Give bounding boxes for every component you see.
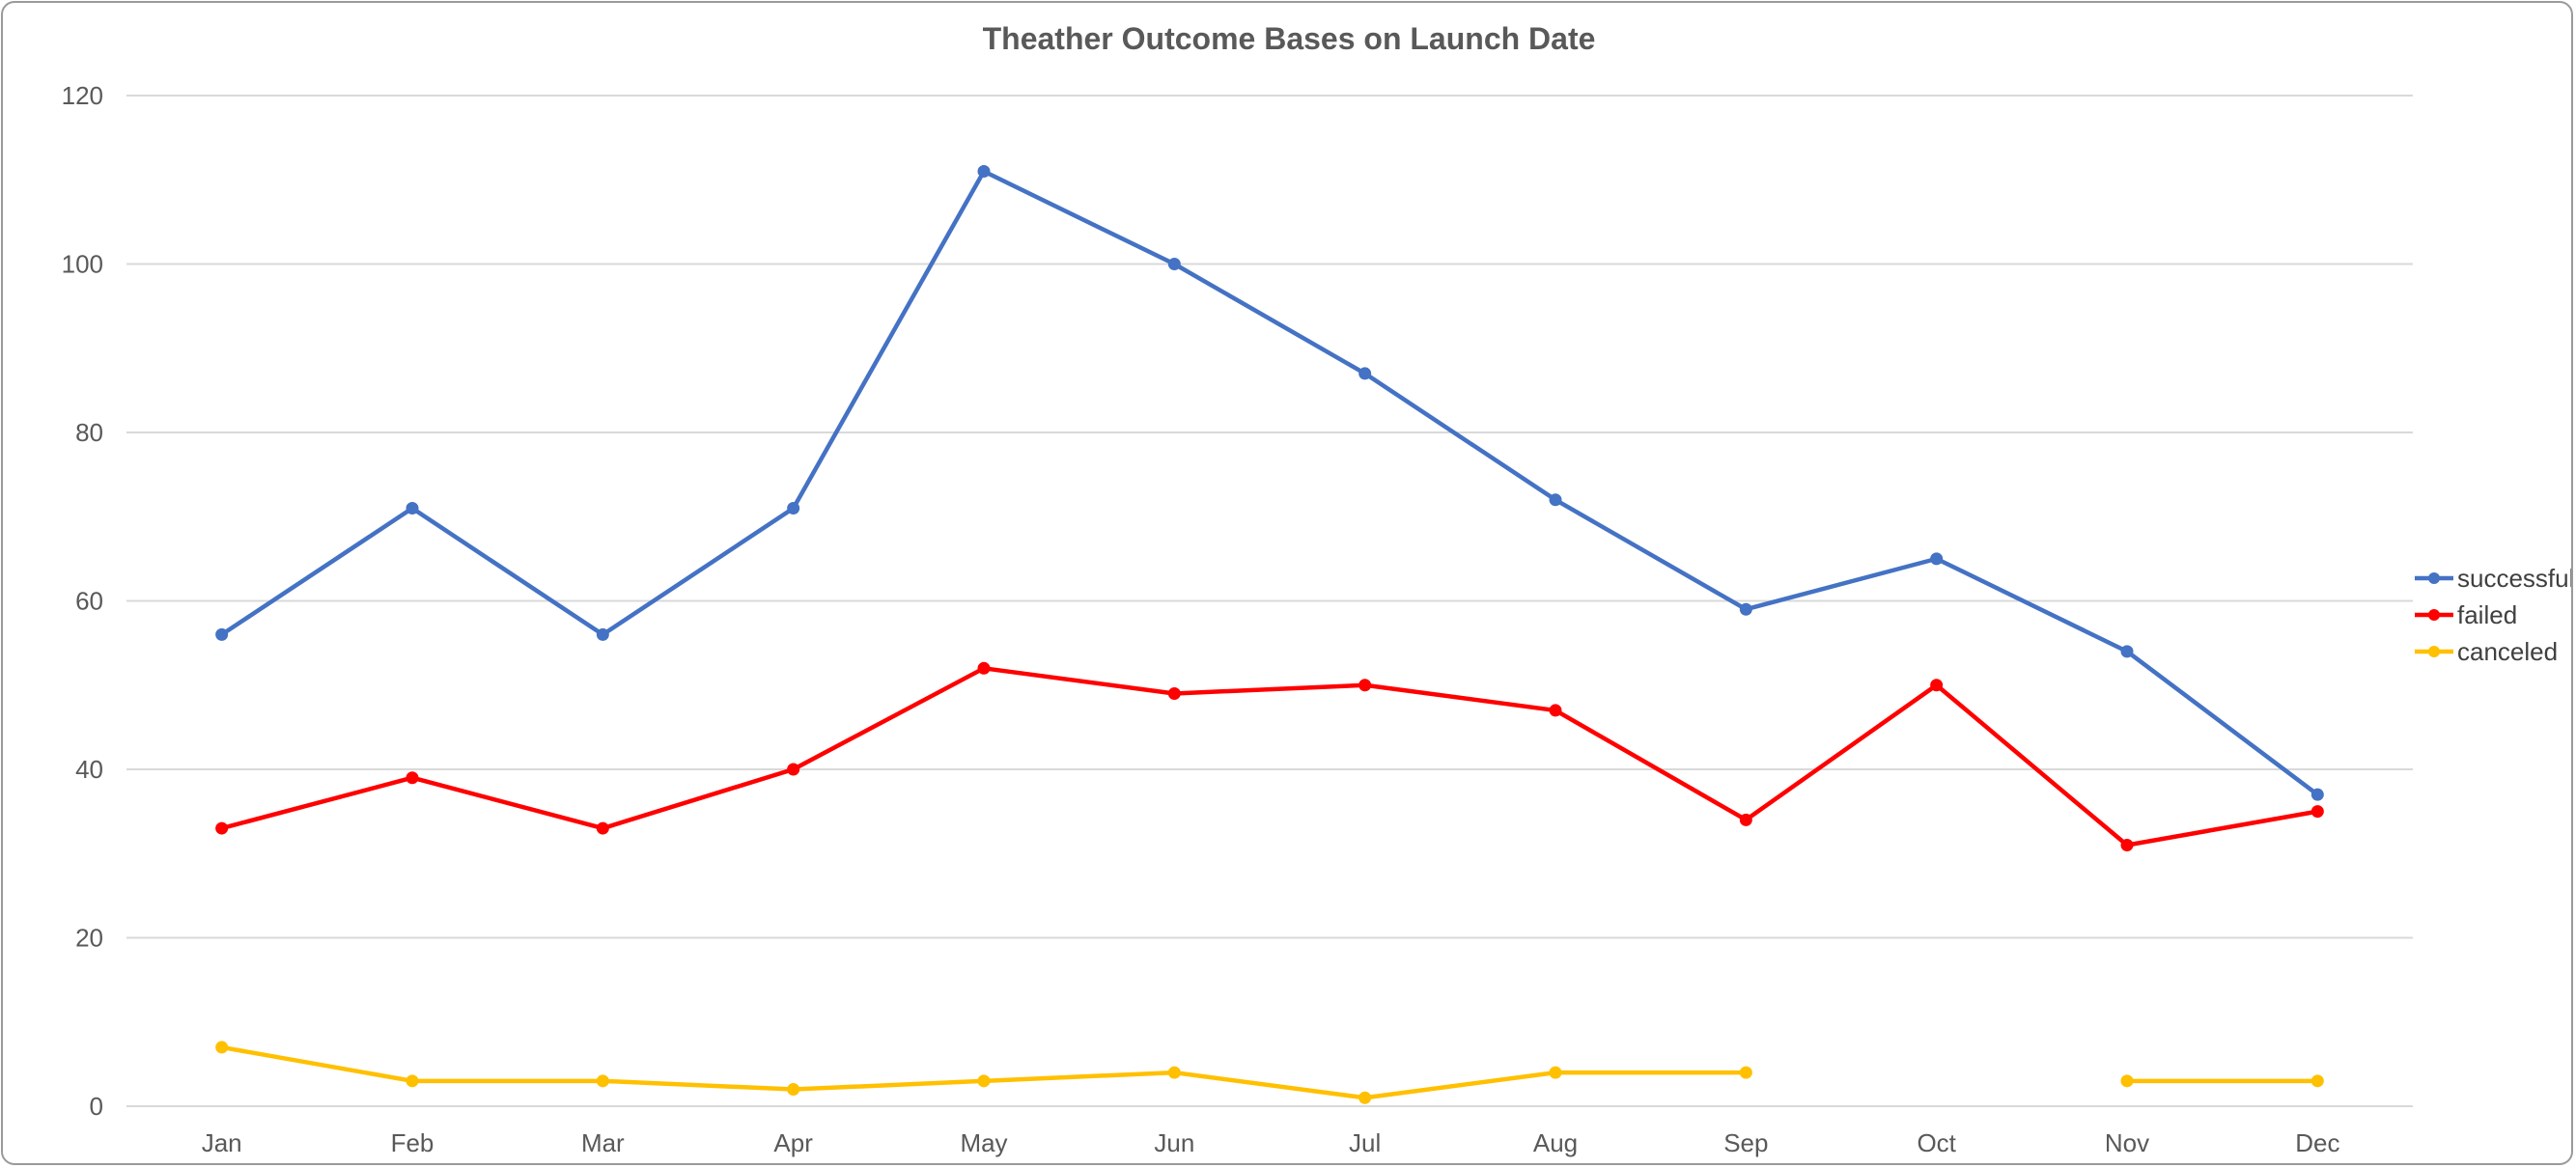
legend-marker <box>2428 609 2440 621</box>
data-point <box>787 763 800 776</box>
data-point <box>1167 258 1181 270</box>
data-point <box>2120 839 2134 852</box>
data-point <box>215 1041 229 1054</box>
series-line <box>219 1044 1749 1100</box>
data-point <box>1167 1066 1181 1079</box>
data-point <box>406 1074 419 1088</box>
x-axis-ticks: Jan Feb Mar Apr May Jun Jul Aug Sep Oct Nov Dec <box>202 1128 2340 1157</box>
data-point <box>1930 552 1944 566</box>
data-point <box>406 502 419 515</box>
data-point <box>2310 805 2324 819</box>
chart-title: Theather Outcome Bases on Launch Date <box>983 21 1596 56</box>
y-tick-label: 0 <box>90 1092 103 1121</box>
data-point <box>1739 602 1752 616</box>
data-point <box>1549 1066 1562 1079</box>
x-tick-label: Jul <box>1349 1128 1381 1157</box>
x-tick-label: Oct <box>1917 1128 1956 1157</box>
data-point <box>1739 813 1752 826</box>
data-point <box>787 502 800 515</box>
legend-marker <box>2428 572 2440 584</box>
legend-label: failed <box>2457 600 2517 629</box>
series-lines <box>215 165 2324 1104</box>
x-tick-label: Jan <box>202 1128 242 1157</box>
data-point <box>977 1074 991 1088</box>
x-tick-label: May <box>960 1128 1007 1157</box>
x-tick-label: Feb <box>391 1128 434 1157</box>
data-point <box>215 627 229 641</box>
x-tick-label: Apr <box>773 1128 813 1157</box>
series-successful <box>215 165 2324 801</box>
x-tick-label: Mar <box>581 1128 625 1157</box>
legend: successful failed canceled <box>2415 564 2573 666</box>
y-tick-label: 60 <box>75 587 103 616</box>
data-point <box>1549 704 1562 717</box>
y-tick-label: 40 <box>75 755 103 784</box>
data-point <box>1739 1066 1752 1079</box>
legend-label: successful <box>2457 564 2573 593</box>
x-tick-label: Nov <box>2105 1128 2149 1157</box>
legend-label: canceled <box>2457 637 2558 666</box>
x-tick-label: Jun <box>1154 1128 1194 1157</box>
x-tick-label: Sep <box>1723 1128 1768 1157</box>
series-failed <box>215 661 2324 852</box>
series-canceled <box>215 1041 2324 1104</box>
y-axis-ticks: 0 20 40 60 80 100 120 <box>62 81 103 1121</box>
data-point <box>406 771 419 785</box>
line-chart: Theather Outcome Bases on Launch Date 0 2… <box>62 21 2573 1157</box>
data-point <box>2120 645 2134 658</box>
y-tick-label: 20 <box>75 924 103 953</box>
legend-marker <box>2428 646 2440 657</box>
y-tick-label: 120 <box>62 81 103 110</box>
data-point <box>596 627 609 641</box>
data-point <box>1549 493 1562 507</box>
gridlines <box>126 95 2413 1107</box>
data-point <box>2120 1074 2134 1088</box>
x-tick-label: Aug <box>1533 1128 1578 1157</box>
legend-item-successful: successful <box>2415 564 2573 593</box>
data-point <box>1358 367 1372 380</box>
data-point <box>977 165 991 179</box>
x-tick-label: Dec <box>2295 1128 2339 1157</box>
data-point <box>787 1083 800 1097</box>
legend-item-canceled: canceled <box>2415 637 2558 666</box>
data-point <box>977 661 991 675</box>
y-tick-label: 100 <box>62 250 103 279</box>
data-point <box>596 1074 609 1088</box>
y-tick-label: 80 <box>75 418 103 447</box>
data-point <box>1930 679 1944 692</box>
data-point <box>596 821 609 835</box>
data-point <box>1358 1091 1372 1104</box>
data-point <box>215 821 229 835</box>
series-line <box>219 169 2320 797</box>
legend-item-failed: failed <box>2415 600 2517 629</box>
series-line <box>219 666 2320 848</box>
data-point <box>2310 788 2324 801</box>
data-point <box>2310 1074 2324 1088</box>
data-point <box>1167 686 1181 700</box>
data-point <box>1358 679 1372 692</box>
